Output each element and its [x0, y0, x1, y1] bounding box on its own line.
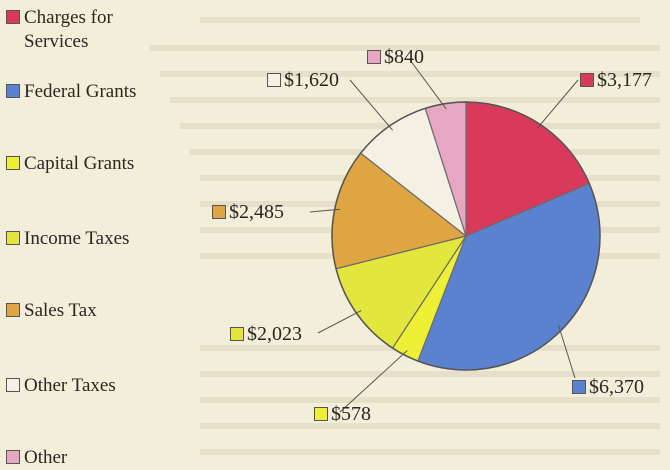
legend-item-sales-tax: Sales Tax: [6, 299, 97, 323]
leader-line: [558, 325, 576, 379]
legend-swatch: [6, 10, 20, 24]
legend-label: Services: [24, 31, 89, 52]
pie-outline: [331, 101, 601, 371]
legend-swatch: [6, 303, 20, 317]
legend-label: Other Taxes: [24, 375, 116, 396]
callout-swatch: [267, 73, 281, 87]
callout-swatch: [572, 380, 586, 394]
leader-line: [349, 79, 394, 131]
callout-swatch: [212, 205, 226, 219]
value-label-federal-grants: $6,370: [572, 376, 644, 398]
value-label-other: $840: [367, 46, 424, 68]
legend-swatch: [6, 84, 20, 98]
callout-swatch: [230, 327, 244, 341]
legend-swatch: [6, 378, 20, 392]
value-label-charges-for-services: $3,177: [580, 69, 652, 91]
legend-swatch: [6, 450, 20, 464]
legend-item-charges-for-services: Charges for Services: [6, 6, 113, 54]
legend-label: Sales Tax: [24, 300, 97, 321]
legend-label: Federal Grants: [24, 81, 137, 102]
legend-item-other-taxes: Other Taxes: [6, 374, 116, 398]
leader-line: [317, 310, 362, 334]
legend-label: Other: [24, 447, 68, 468]
legend-item-federal-grants: Federal Grants: [6, 80, 136, 104]
callout-swatch: [314, 407, 328, 421]
legend-item-other: Other: [6, 446, 67, 470]
legend-label: Capital Grants: [24, 153, 135, 174]
leader-line: [409, 59, 447, 110]
callout-swatch: [367, 50, 381, 64]
legend-item-income-taxes: Income Taxes: [6, 227, 129, 251]
value-label-income-taxes: $2,023: [230, 323, 302, 345]
legend-label: Charges for: [24, 7, 113, 28]
value-label-capital-grants: $578: [314, 403, 371, 425]
leader-line: [339, 350, 408, 413]
legend-label: Income Taxes: [24, 228, 130, 249]
value-label-other-taxes: $1,620: [267, 69, 339, 91]
legend-swatch: [6, 231, 20, 245]
leader-line: [536, 79, 579, 129]
legend-swatch: [6, 156, 20, 170]
legend-item-capital-grants: Capital Grants: [6, 152, 134, 176]
value-label-sales-tax: $2,485: [212, 201, 284, 223]
callout-swatch: [580, 73, 594, 87]
